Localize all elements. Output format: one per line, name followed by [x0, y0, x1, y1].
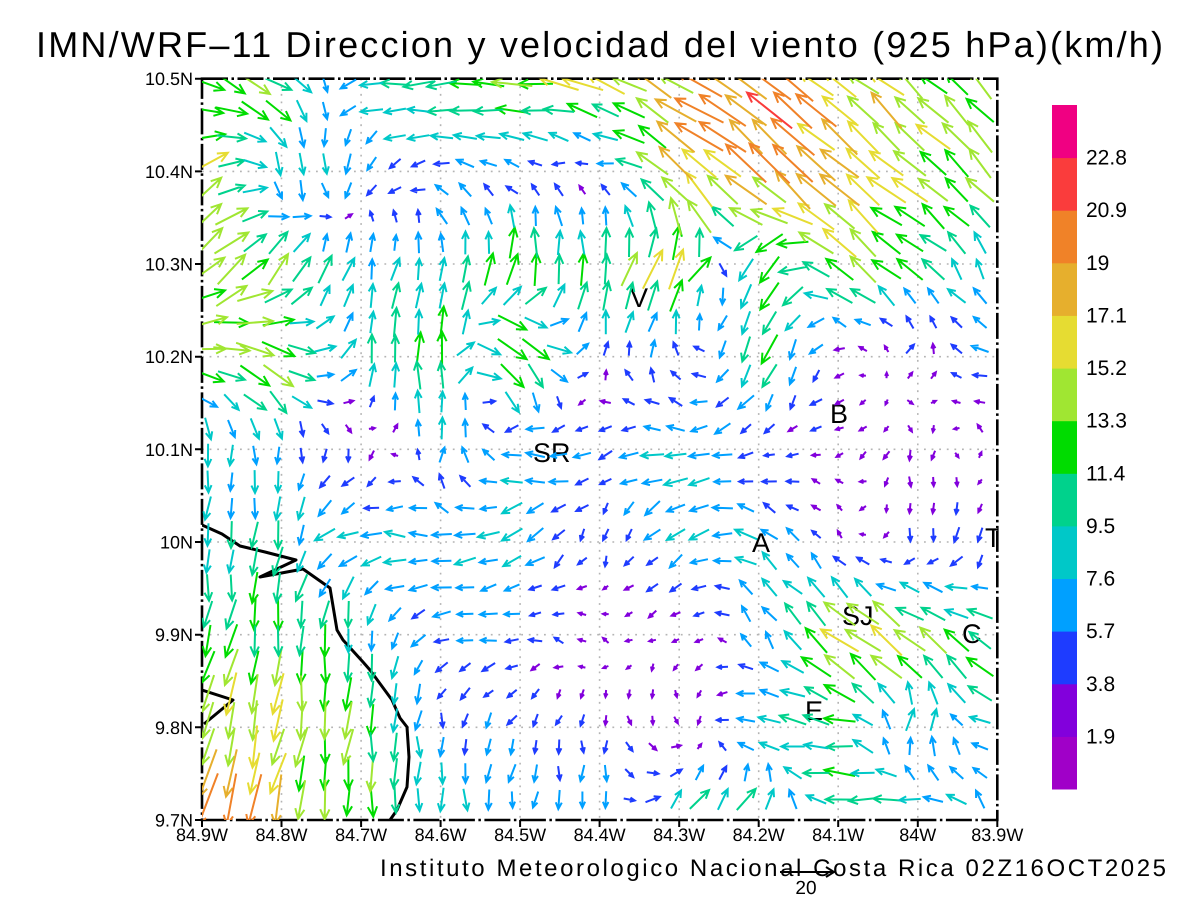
svg-text:3.8: 3.8: [1086, 673, 1115, 696]
svg-text:SR: SR: [533, 438, 571, 468]
svg-text:9.9N: 9.9N: [155, 625, 193, 645]
svg-text:84.1W: 84.1W: [812, 825, 864, 845]
svg-text:15.2: 15.2: [1086, 357, 1127, 380]
svg-text:1.9: 1.9: [1086, 725, 1115, 748]
svg-text:10.4N: 10.4N: [145, 162, 193, 182]
svg-text:B: B: [830, 399, 848, 429]
svg-text:84.5W: 84.5W: [494, 825, 546, 845]
svg-text:11.4: 11.4: [1086, 462, 1126, 485]
svg-text:20.9: 20.9: [1086, 199, 1127, 222]
svg-text:9.7N: 9.7N: [155, 811, 193, 831]
svg-text:84.9W: 84.9W: [176, 825, 228, 845]
svg-text:22.8: 22.8: [1086, 147, 1127, 170]
svg-text:IMN/WRF–11 Direccion y velocid: IMN/WRF–11 Direccion y velocidad del vie…: [36, 24, 1163, 65]
svg-text:5.7: 5.7: [1086, 620, 1115, 643]
svg-text:17.1: 17.1: [1086, 305, 1127, 328]
svg-text:84W: 84W: [899, 825, 936, 845]
svg-text:7.6: 7.6: [1086, 568, 1115, 591]
svg-text:T: T: [985, 523, 1002, 553]
svg-text:84.4W: 84.4W: [574, 825, 626, 845]
svg-text:10.3N: 10.3N: [145, 255, 193, 275]
svg-text:84.6W: 84.6W: [415, 825, 467, 845]
svg-text:84.7W: 84.7W: [335, 825, 387, 845]
svg-text:84.8W: 84.8W: [255, 825, 307, 845]
svg-text:10.1N: 10.1N: [145, 440, 193, 460]
svg-text:13.3: 13.3: [1086, 410, 1127, 433]
svg-text:84.2W: 84.2W: [733, 825, 785, 845]
svg-text:9.5: 9.5: [1086, 515, 1115, 538]
svg-text:9.8N: 9.8N: [155, 718, 193, 738]
svg-text:10.5N: 10.5N: [145, 69, 193, 89]
svg-text:20: 20: [795, 878, 816, 899]
svg-text:10.2N: 10.2N: [145, 347, 193, 367]
svg-text:83.9W: 83.9W: [971, 825, 1023, 845]
svg-text:10N: 10N: [160, 533, 193, 553]
svg-text:19: 19: [1086, 252, 1109, 275]
svg-text:Instituto Meteorologico Nacion: Instituto Meteorologico Nacional Costa R…: [380, 855, 1166, 882]
svg-text:84.3W: 84.3W: [653, 825, 705, 845]
